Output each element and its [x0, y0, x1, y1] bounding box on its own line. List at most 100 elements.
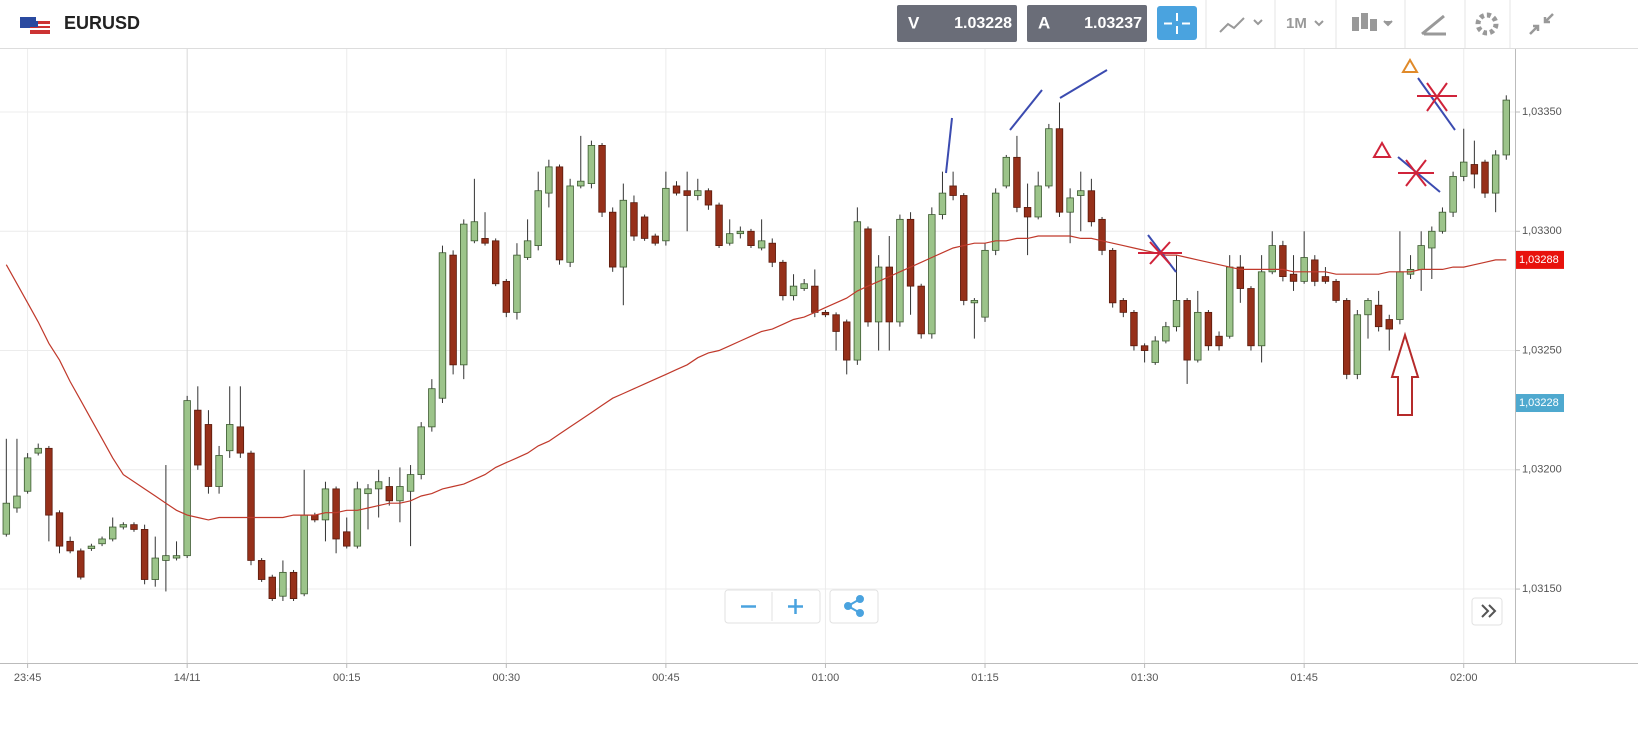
candle-body: [343, 531, 351, 547]
candle-body: [385, 486, 393, 502]
candle-body: [130, 524, 138, 530]
zoom-in-button[interactable]: [788, 599, 803, 614]
plot: 1,03150 1,03200 1,03250 1,03300 1,03350 23:45…: [0, 49, 1564, 684]
candle-body: [236, 426, 245, 454]
candle-body: [98, 538, 106, 545]
candle-body: [747, 230, 755, 246]
candle-body: [694, 190, 702, 196]
candle-body: [34, 447, 42, 454]
x-tick-label: 01:15: [971, 672, 999, 684]
candle-body: [1194, 311, 1202, 361]
annotations: [945, 58, 1457, 416]
candle-body: [438, 252, 447, 399]
sell-button[interactable]: [897, 5, 1017, 42]
x-tick-label: 00:30: [493, 672, 521, 684]
candle-body: [577, 180, 585, 187]
candle-body: [1385, 319, 1393, 330]
scroll-right-button[interactable]: [1481, 604, 1497, 618]
draw-button[interactable]: [1421, 14, 1446, 36]
candle-body: [1460, 161, 1468, 177]
candle-body: [172, 555, 181, 559]
candle-body: [1087, 190, 1096, 223]
candle-body: [832, 314, 840, 332]
candle-body: [66, 540, 74, 552]
x-tick-label: 14/11: [174, 672, 201, 684]
candle-body: [109, 526, 117, 540]
candle-body: [1077, 190, 1085, 196]
y-tick-label: 1,03200: [1522, 464, 1562, 476]
candle-body: [417, 426, 425, 475]
candle-body: [1183, 300, 1191, 361]
candle-body: [1428, 230, 1436, 249]
candle-body: [183, 400, 191, 557]
candle-body: [874, 266, 883, 323]
candle-body: [779, 261, 787, 297]
candle-body: [1491, 154, 1500, 194]
price-label-box: [1516, 394, 1564, 413]
candle-body: [545, 166, 553, 194]
candle-body: [300, 514, 308, 595]
candle-body: [1417, 245, 1425, 270]
candle-body: [949, 185, 957, 196]
price-label: 1,03228: [1519, 397, 1559, 409]
candle-body: [683, 190, 691, 196]
candle-body: [789, 285, 798, 297]
candle-body: [555, 166, 564, 261]
candle-body: [406, 474, 415, 492]
candle-body: [768, 242, 776, 263]
candle-body: [513, 254, 521, 313]
candle-body: [1449, 176, 1457, 213]
timeframe-button[interactable]: 1M: [1286, 15, 1307, 32]
candle-body: [715, 204, 723, 246]
price-label-box: [1516, 250, 1564, 269]
sell-label: V: [908, 13, 920, 32]
candle-body: [289, 571, 298, 599]
candle-body: [1502, 99, 1510, 156]
candle-body: [491, 240, 500, 285]
candle-body: [811, 285, 819, 313]
candle-body: [736, 230, 745, 235]
candle-body: [1247, 288, 1255, 347]
buy-price: 1.03237: [1084, 15, 1142, 32]
y-tick-label: 1,03350: [1522, 106, 1562, 118]
candle-body: [864, 228, 872, 323]
crosshair-button[interactable]: [1157, 6, 1197, 40]
sell-price: 1.03228: [954, 15, 1012, 32]
chart-type-button[interactable]: [1219, 17, 1263, 33]
candle-body: [1172, 300, 1181, 328]
candle-body: [1311, 259, 1319, 282]
candle-body: [1225, 266, 1234, 337]
candle-body: [1279, 245, 1287, 277]
x-tick-label: 23:45: [14, 672, 42, 684]
candle-body: [1023, 207, 1032, 218]
y-tick-label: 1,03150: [1522, 583, 1562, 595]
candle-body: [321, 488, 330, 521]
candle-body: [247, 452, 255, 561]
candle-body: [885, 266, 893, 323]
candle-body: [1055, 128, 1064, 213]
candle-body: [630, 202, 638, 237]
moving-average: [5, 235, 1507, 521]
candle-body: [481, 238, 489, 244]
candle-body: [726, 233, 734, 244]
candle-body: [1119, 300, 1128, 313]
candle-body: [1098, 218, 1106, 251]
candle-body: [364, 488, 372, 495]
candle-body: [1066, 197, 1074, 213]
buy-button[interactable]: [1027, 5, 1147, 42]
candle-body: [906, 218, 915, 287]
candle-body: [619, 199, 628, 268]
candle-body: [970, 300, 979, 304]
share-button[interactable]: [844, 595, 864, 617]
candle-body: [1215, 335, 1223, 347]
candle-body: [1321, 276, 1330, 282]
candle-body: [1130, 311, 1138, 347]
symbol: EURUSD: [64, 13, 140, 33]
candles-button[interactable]: [1352, 13, 1393, 31]
candle-body: [460, 223, 468, 366]
collapse-button[interactable]: [1529, 13, 1554, 35]
candle-body: [215, 455, 223, 487]
candle-body: [1438, 211, 1447, 232]
candle-body: [194, 409, 202, 466]
settings-button[interactable]: [1475, 12, 1499, 36]
